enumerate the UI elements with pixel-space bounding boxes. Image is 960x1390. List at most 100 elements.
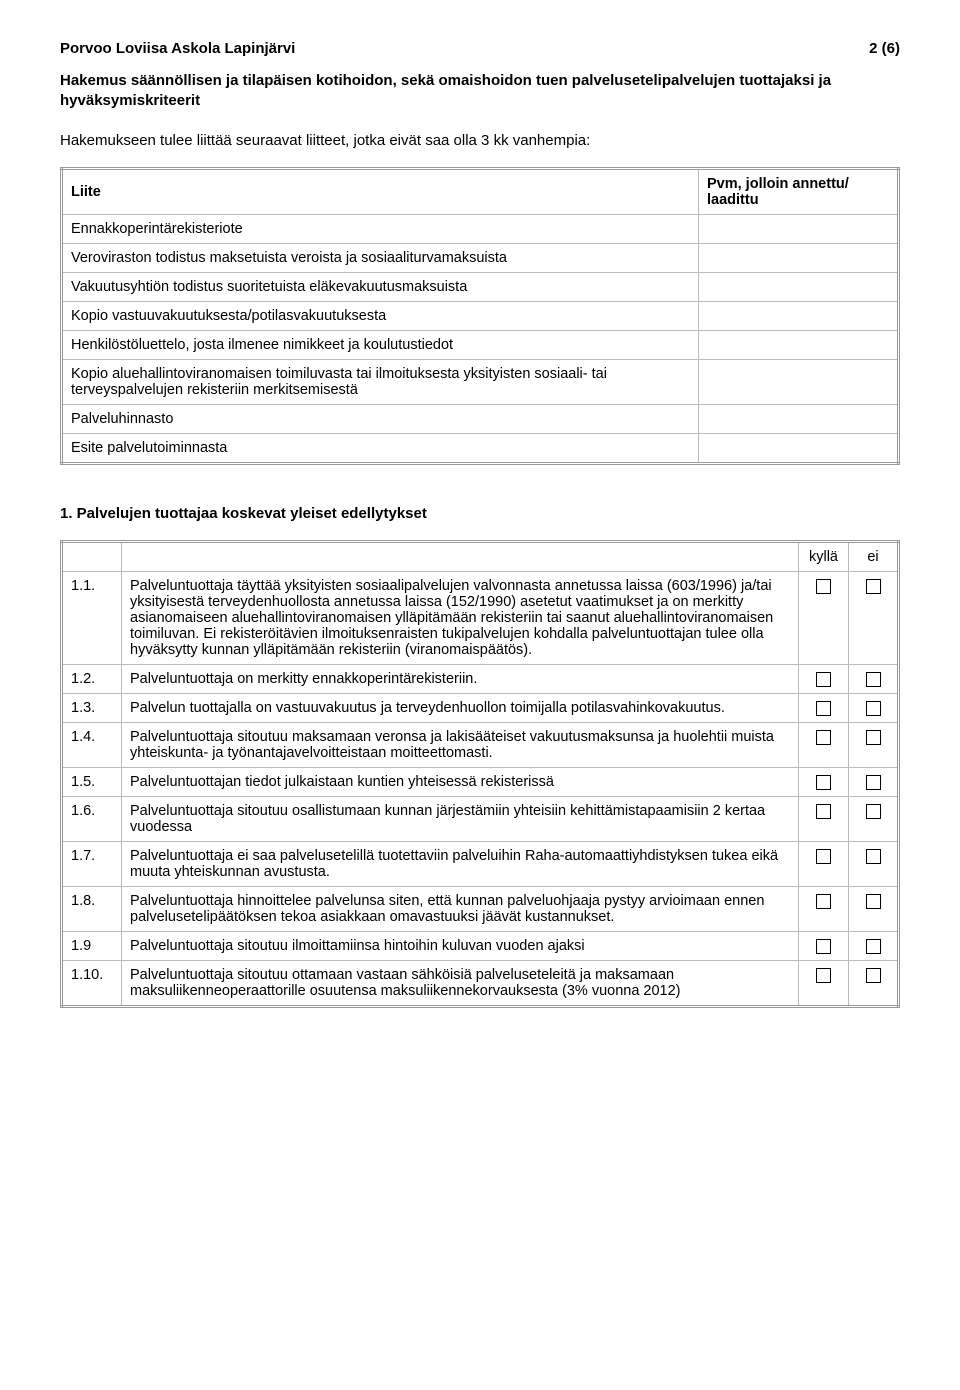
req-yes-cell [799,723,849,768]
attach-row: Veroviraston todistus maksetuista verois… [62,244,899,273]
req-row: 1.2.Palveluntuottaja on merkitty ennakko… [62,665,899,694]
checkbox-yes[interactable] [816,775,831,790]
attach-label: Kopio vastuuvakuutuksesta/potilasvakuutu… [62,302,699,331]
req-no-cell [849,961,899,1007]
req-yes-cell [799,572,849,665]
req-yes-cell [799,961,849,1007]
req-row: 1.7.Palveluntuottaja ei saa palvelusetel… [62,842,899,887]
req-text: Palveluntuottaja sitoutuu osallistumaan … [122,797,799,842]
req-no-cell [849,842,899,887]
req-no-cell [849,932,899,961]
req-yes-header: kyllä [799,542,849,572]
checkbox-yes[interactable] [816,804,831,819]
req-no-cell [849,768,899,797]
checkbox-no[interactable] [866,579,881,594]
attach-date-cell[interactable] [699,215,899,244]
checkbox-no[interactable] [866,939,881,954]
attach-row: Vakuutusyhtiön todistus suoritetuista el… [62,273,899,302]
checkbox-yes[interactable] [816,894,831,909]
attach-date-cell[interactable] [699,331,899,360]
attach-row: Esite palvelutoiminnasta [62,434,899,464]
req-yes-cell [799,665,849,694]
checkbox-no[interactable] [866,701,881,716]
req-row: 1.9Palveluntuottaja sitoutuu ilmoittamii… [62,932,899,961]
req-row: 1.5.Palveluntuottajan tiedot julkaistaan… [62,768,899,797]
attach-label: Vakuutusyhtiön todistus suoritetuista el… [62,273,699,302]
req-no-cell [849,887,899,932]
requirements-table: kyllä ei 1.1.Palveluntuottaja täyttää yk… [60,540,900,1008]
req-text: Palveluntuottaja ei saa palvelusetelillä… [122,842,799,887]
req-no-cell [849,723,899,768]
req-number: 1.1. [62,572,122,665]
attach-date-cell[interactable] [699,273,899,302]
attach-col2-header: Pvm, jolloin annettu/ laadittu [699,169,899,215]
attach-label: Kopio aluehallintoviranomaisen toimiluva… [62,360,699,405]
checkbox-yes[interactable] [816,730,831,745]
req-no-cell [849,797,899,842]
attach-date-cell[interactable] [699,434,899,464]
section-1-title: 1. Palvelujen tuottajaa koskevat yleiset… [60,505,900,522]
req-text: Palveluntuottaja hinnoittelee palvelunsa… [122,887,799,932]
attach-col1-header: Liite [62,169,699,215]
checkbox-no[interactable] [866,894,881,909]
req-text: Palveluntuottaja on merkitty ennakkoperi… [122,665,799,694]
req-number: 1.8. [62,887,122,932]
attach-row: Ennakkoperintärekisteriote [62,215,899,244]
req-row: 1.3.Palvelun tuottajalla on vastuuvakuut… [62,694,899,723]
req-empty-header-2 [122,542,799,572]
attach-row: Henkilöstöluettelo, josta ilmenee nimikk… [62,331,899,360]
req-text: Palveluntuottaja sitoutuu maksamaan vero… [122,723,799,768]
req-yes-cell [799,768,849,797]
req-row: 1.4.Palveluntuottaja sitoutuu maksamaan … [62,723,899,768]
req-number: 1.5. [62,768,122,797]
attach-label: Ennakkoperintärekisteriote [62,215,699,244]
checkbox-yes[interactable] [816,849,831,864]
attach-date-cell[interactable] [699,302,899,331]
checkbox-yes[interactable] [816,939,831,954]
page-number: 2 (6) [869,40,900,57]
checkbox-no[interactable] [866,775,881,790]
req-text: Palveluntuottajan tiedot julkaistaan kun… [122,768,799,797]
attach-date-cell[interactable] [699,244,899,273]
req-yes-cell [799,694,849,723]
req-no-cell [849,694,899,723]
req-row: 1.6.Palveluntuottaja sitoutuu osallistum… [62,797,899,842]
attach-date-cell[interactable] [699,405,899,434]
req-number: 1.6. [62,797,122,842]
req-yes-cell [799,932,849,961]
checkbox-no[interactable] [866,849,881,864]
checkbox-yes[interactable] [816,701,831,716]
req-number: 1.10. [62,961,122,1007]
attach-label: Esite palvelutoiminnasta [62,434,699,464]
checkbox-no[interactable] [866,730,881,745]
req-text: Palveluntuottaja sitoutuu ottamaan vasta… [122,961,799,1007]
checkbox-yes[interactable] [816,968,831,983]
attach-row: Palveluhinnasto [62,405,899,434]
req-empty-header [62,542,122,572]
req-no-cell [849,572,899,665]
req-number: 1.7. [62,842,122,887]
checkbox-no[interactable] [866,968,881,983]
req-number: 1.9 [62,932,122,961]
attach-label: Henkilöstöluettelo, josta ilmenee nimikk… [62,331,699,360]
checkbox-yes[interactable] [816,579,831,594]
checkbox-yes[interactable] [816,672,831,687]
req-row: 1.10.Palveluntuottaja sitoutuu ottamaan … [62,961,899,1007]
req-row: 1.1.Palveluntuottaja täyttää yksityisten… [62,572,899,665]
req-text: Palvelun tuottajalla on vastuuvakuutus j… [122,694,799,723]
req-no-header: ei [849,542,899,572]
req-row: 1.8.Palveluntuottaja hinnoittelee palvel… [62,887,899,932]
req-number: 1.2. [62,665,122,694]
checkbox-no[interactable] [866,804,881,819]
attach-row: Kopio vastuuvakuutuksesta/potilasvakuutu… [62,302,899,331]
page-subtitle: Hakemus säännöllisen ja tilapäisen kotih… [60,71,900,110]
attach-date-cell[interactable] [699,360,899,405]
req-no-cell [849,665,899,694]
attach-label: Palveluhinnasto [62,405,699,434]
attach-row: Kopio aluehallintoviranomaisen toimiluva… [62,360,899,405]
req-number: 1.4. [62,723,122,768]
header-left: Porvoo Loviisa Askola Lapinjärvi [60,40,295,57]
checkbox-no[interactable] [866,672,881,687]
attachments-table: Liite Pvm, jolloin annettu/ laadittu Enn… [60,167,900,465]
attach-label: Veroviraston todistus maksetuista verois… [62,244,699,273]
